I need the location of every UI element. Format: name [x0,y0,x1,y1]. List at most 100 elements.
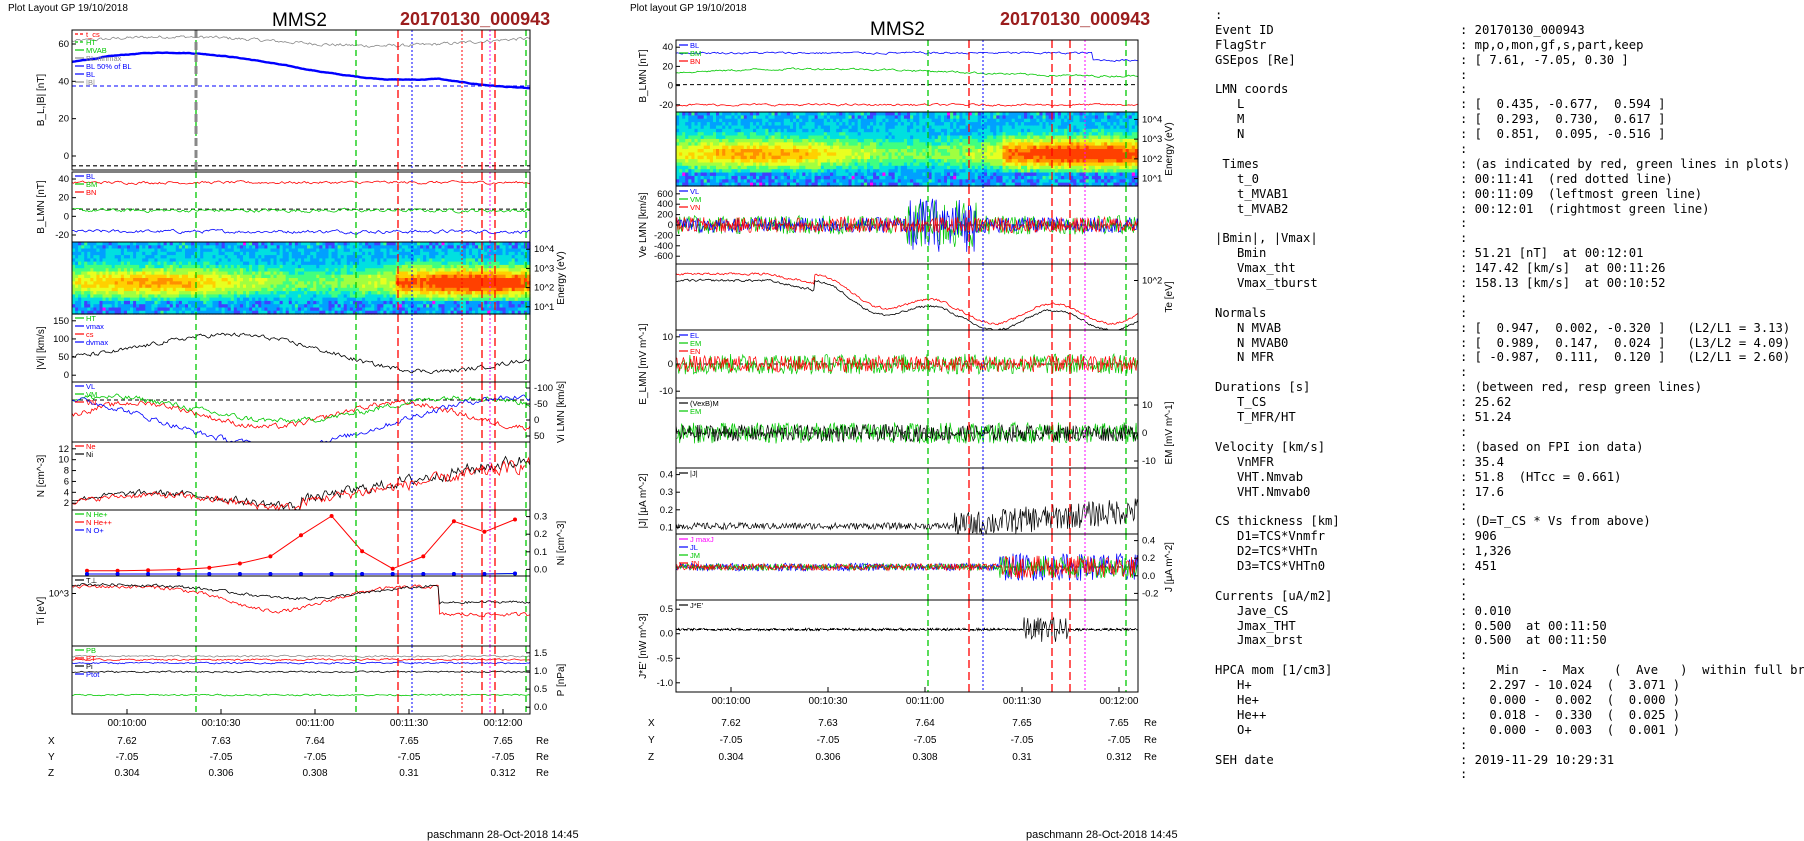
spectrogram-cell [700,122,705,127]
spectrogram-cell [285,255,290,259]
spectrogram-cell [759,152,763,157]
spectrogram-cell [447,261,452,266]
spectrogram-cell [166,287,171,292]
y-tick-label: 0.0 [534,702,547,713]
spectrogram-cell [282,261,287,266]
spectrogram-cell [694,122,699,127]
spectrogram-cell [297,297,302,302]
spectrogram-cell [139,264,143,269]
spectrogram-cell [768,135,773,140]
spectrogram-cell [316,287,320,292]
spectrogram-cell [839,125,843,130]
spectrogram-cell [148,264,152,269]
spectrogram-cell [845,175,850,180]
spectrogram-cell [285,310,290,315]
spectrogram-cell [472,251,476,256]
spectrogram-cell [243,278,247,282]
spectrogram-cell [814,132,819,137]
panel-frame [71,645,531,715]
spectrogram-cell [450,248,455,253]
spectrogram-cell [236,310,241,315]
spectrogram-cell [334,278,339,282]
spectrogram-cell [200,304,204,309]
spectrogram-cell [136,274,140,279]
spectrogram-cell [288,264,293,269]
spectrogram-cell [255,274,259,279]
spectrogram-cell [526,271,531,276]
spectrogram-cell [209,294,214,299]
spectrogram-cell [691,152,696,157]
spectrogram-cell [508,284,513,289]
spectrogram-cell [181,261,186,266]
spectrogram-cell [679,182,683,187]
spectrogram-cell [833,138,837,143]
spectrogram-cell [709,122,714,127]
spectrogram-cell [502,271,507,276]
spectrogram-cell [820,149,825,153]
spectrogram-cell [337,248,342,253]
spectrogram-cell [392,248,397,253]
spectrogram-cell [81,248,85,253]
spectrogram-cell [136,248,140,253]
spectrogram-cell [517,258,522,263]
spectrogram-cell [484,297,488,302]
spectrogram-cell [276,284,281,289]
spectrogram-cell [252,287,256,292]
spectrogram-cell [762,152,766,157]
spectrogram-cell [81,310,85,315]
spectrogram-cell [799,172,803,177]
spectrogram-cell [218,248,223,253]
spectrogram-cell [429,248,433,253]
spectrogram-cell [133,307,137,312]
spectrogram-cell [468,294,473,299]
spectrogram-cell [820,122,825,127]
spectrogram-cell [771,159,776,164]
spectrogram-cell [481,294,485,299]
spectrogram-cell [676,152,680,157]
spectrogram-cell [291,261,296,266]
spectrogram-cell [114,297,119,302]
spectrogram-cell [127,300,131,305]
spectrogram-cell [249,242,253,246]
spectrogram-cell [377,242,381,246]
spectrogram-cell [490,281,494,286]
spectrogram-cell [793,159,797,164]
spectrogram-cell [842,145,846,150]
spectrogram-cell [142,310,146,315]
spectrogram-cell [854,118,859,123]
spectrogram-cell [209,264,214,269]
spectrogram-cell [328,284,333,289]
spectrogram-cell [520,268,525,273]
spectrogram-cell [123,284,128,289]
spectrogram-cell [313,271,317,276]
spectrogram-cell [520,258,525,263]
spectrogram-cell [694,169,699,174]
spectrogram-cell [111,281,116,286]
spectrogram-cell [823,122,828,127]
spectrogram-cell [178,304,183,309]
spectrogram-cell [737,142,742,147]
spectrogram-cell [450,294,455,299]
spectrogram-cell [851,149,856,153]
spectrogram-cell [374,261,378,266]
spectrogram-cell [423,304,427,309]
spectrogram-cell [407,261,412,266]
spectrogram-cell [725,172,729,177]
spectrogram-cell [252,258,256,263]
spectrogram-cell [830,128,834,133]
spectrogram-cell [233,268,238,273]
spectrogram-cell [261,291,265,295]
spectrogram-cell [456,248,461,253]
spectrogram-cell [209,242,214,246]
spectrogram-cell [374,294,378,299]
spectrogram-cell [99,304,104,309]
spectrogram-cell [181,297,186,302]
spectrogram-cell [508,300,513,305]
spectrogram-cell [759,169,763,174]
position-value: 7.64 [305,736,325,747]
spectrogram-cell [719,138,723,143]
spectrogram-cell [291,258,296,263]
spectrogram-cell [297,310,302,315]
spectrogram-cell [87,274,91,279]
spectrogram-cell [765,132,769,137]
